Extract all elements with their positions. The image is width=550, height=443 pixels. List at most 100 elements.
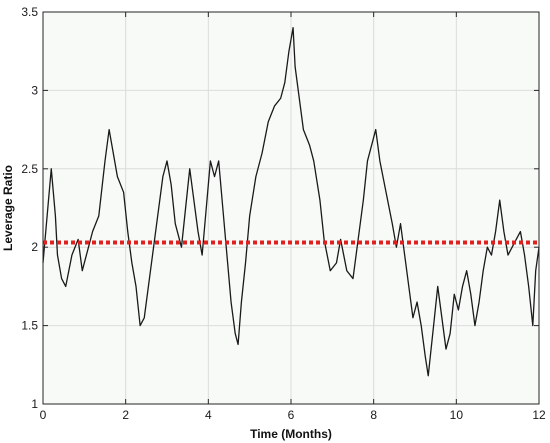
data-point — [379, 160, 381, 162]
data-point — [222, 207, 224, 209]
data-point — [226, 254, 228, 256]
y-tick-label: 3.5 — [21, 5, 38, 19]
data-point — [470, 293, 472, 295]
data-point — [487, 246, 488, 248]
data-point — [408, 286, 410, 287]
data-point — [507, 254, 509, 256]
data-point — [340, 239, 341, 240]
data-point — [237, 344, 239, 345]
data-point — [528, 286, 529, 287]
data-point — [131, 262, 133, 264]
data-point — [104, 160, 106, 162]
data-point — [77, 239, 79, 240]
data-point — [197, 231, 199, 232]
data-point — [515, 239, 517, 240]
data-point — [174, 223, 176, 224]
x-tick-label: 2 — [122, 408, 129, 422]
data-point — [218, 160, 219, 162]
data-point — [319, 199, 321, 201]
data-point — [112, 152, 114, 154]
data-point — [65, 286, 67, 287]
data-point — [50, 168, 52, 170]
data-point — [166, 160, 168, 162]
x-tick-label: 4 — [205, 408, 212, 422]
data-point — [261, 152, 263, 154]
data-point — [234, 333, 236, 334]
y-tick-label: 2.5 — [21, 162, 38, 176]
data-point — [466, 270, 467, 272]
data-point — [303, 129, 304, 130]
data-point — [210, 160, 211, 162]
data-point — [123, 192, 124, 193]
data-point — [313, 160, 315, 162]
data-point — [46, 215, 48, 217]
data-point — [433, 325, 434, 326]
data-point — [214, 176, 215, 177]
data-point — [230, 301, 232, 303]
y-axis-label: Leverage Ratio — [1, 165, 15, 251]
data-point — [323, 239, 325, 240]
data-point — [491, 254, 492, 256]
data-point — [441, 317, 443, 319]
data-point — [367, 160, 368, 162]
data-point — [292, 27, 294, 28]
data-point — [294, 66, 296, 68]
data-point — [400, 223, 401, 224]
data-point — [143, 317, 145, 319]
data-point — [288, 50, 290, 52]
data-point — [503, 231, 505, 232]
data-point — [57, 254, 58, 256]
data-point — [416, 301, 418, 303]
data-point — [162, 176, 164, 177]
y-tick-label: 1 — [31, 397, 38, 411]
data-point — [117, 176, 118, 177]
data-point — [420, 325, 422, 326]
data-point — [181, 246, 182, 248]
data-point — [309, 144, 310, 146]
x-tick-label: 8 — [370, 408, 377, 422]
data-point — [511, 246, 513, 248]
data-point — [478, 301, 480, 303]
data-point — [98, 215, 100, 217]
data-point — [329, 270, 331, 272]
data-point — [205, 207, 207, 209]
data-point — [135, 286, 137, 287]
data-point — [375, 129, 377, 130]
x-tick-label: 12 — [532, 408, 546, 422]
x-tick-label: 10 — [450, 408, 464, 422]
data-point — [189, 168, 191, 170]
data-point — [86, 254, 87, 256]
data-point — [385, 192, 387, 193]
data-point — [449, 333, 451, 334]
data-point — [255, 176, 257, 177]
data-point — [241, 301, 242, 303]
data-point — [280, 97, 281, 99]
data-point — [156, 223, 157, 224]
data-point — [127, 231, 129, 232]
data-point — [274, 105, 275, 107]
data-point — [445, 348, 447, 350]
data-point — [482, 270, 484, 272]
data-point — [81, 270, 83, 272]
data-point — [404, 254, 405, 256]
data-point — [532, 325, 534, 326]
data-point — [139, 325, 141, 326]
y-tick-label: 1.5 — [21, 319, 38, 333]
data-point — [336, 262, 337, 264]
data-point — [535, 270, 536, 272]
data-point — [412, 317, 414, 319]
data-point — [363, 199, 364, 201]
data-point — [150, 270, 151, 272]
data-point — [346, 270, 348, 272]
x-axis-label: Time (Months) — [250, 427, 332, 441]
axis-ticks: 0 2 4 6 8 10 12 1 1.5 2 2.5 3 3.5 — [21, 5, 546, 422]
data-point — [427, 375, 429, 377]
data-point — [356, 246, 358, 248]
data-point — [520, 231, 521, 232]
data-point — [352, 278, 354, 279]
data-point — [391, 223, 393, 224]
data-point — [249, 215, 250, 217]
y-tick-label: 3 — [31, 83, 38, 97]
series-layer — [42, 27, 540, 377]
